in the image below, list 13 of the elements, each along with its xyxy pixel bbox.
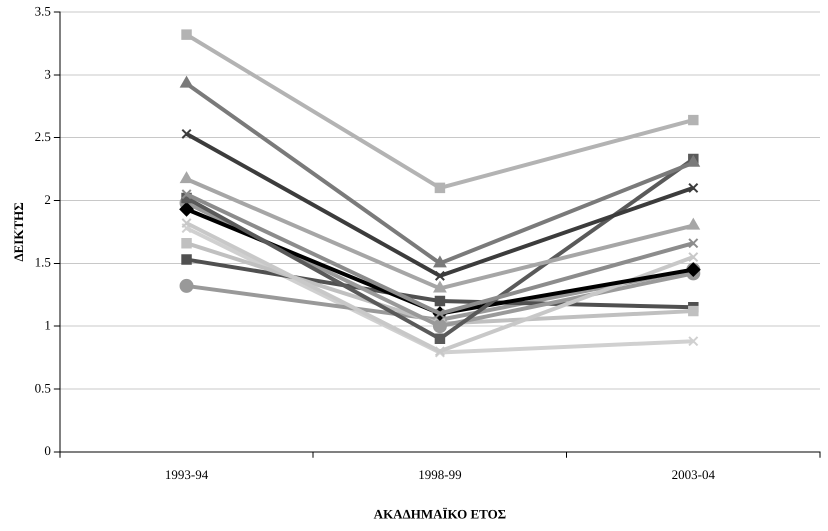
y-axis-title: ΔΕΙΚΤΗΣ [11, 202, 26, 262]
y-tick-label: 0.5 [34, 380, 51, 396]
y-tick-label: 2 [44, 192, 51, 207]
y-tick-label: 2.5 [34, 129, 51, 144]
y-tick-label: 0 [44, 443, 51, 458]
x-tick-label: 1993-94 [164, 467, 209, 482]
y-tick-label: 1 [44, 318, 51, 333]
x-tick-label: 2003-04 [672, 467, 716, 482]
x-axis-title: ΑΚΑΔΗΜΑΪΚΟ ΕΤΟΣ [374, 506, 506, 522]
x-tick-label: 1998-99 [418, 467, 462, 482]
y-tick-label: 3.5 [34, 3, 51, 18]
y-tick-label: 3 [44, 66, 51, 82]
y-tick-label: 1.5 [34, 254, 51, 270]
